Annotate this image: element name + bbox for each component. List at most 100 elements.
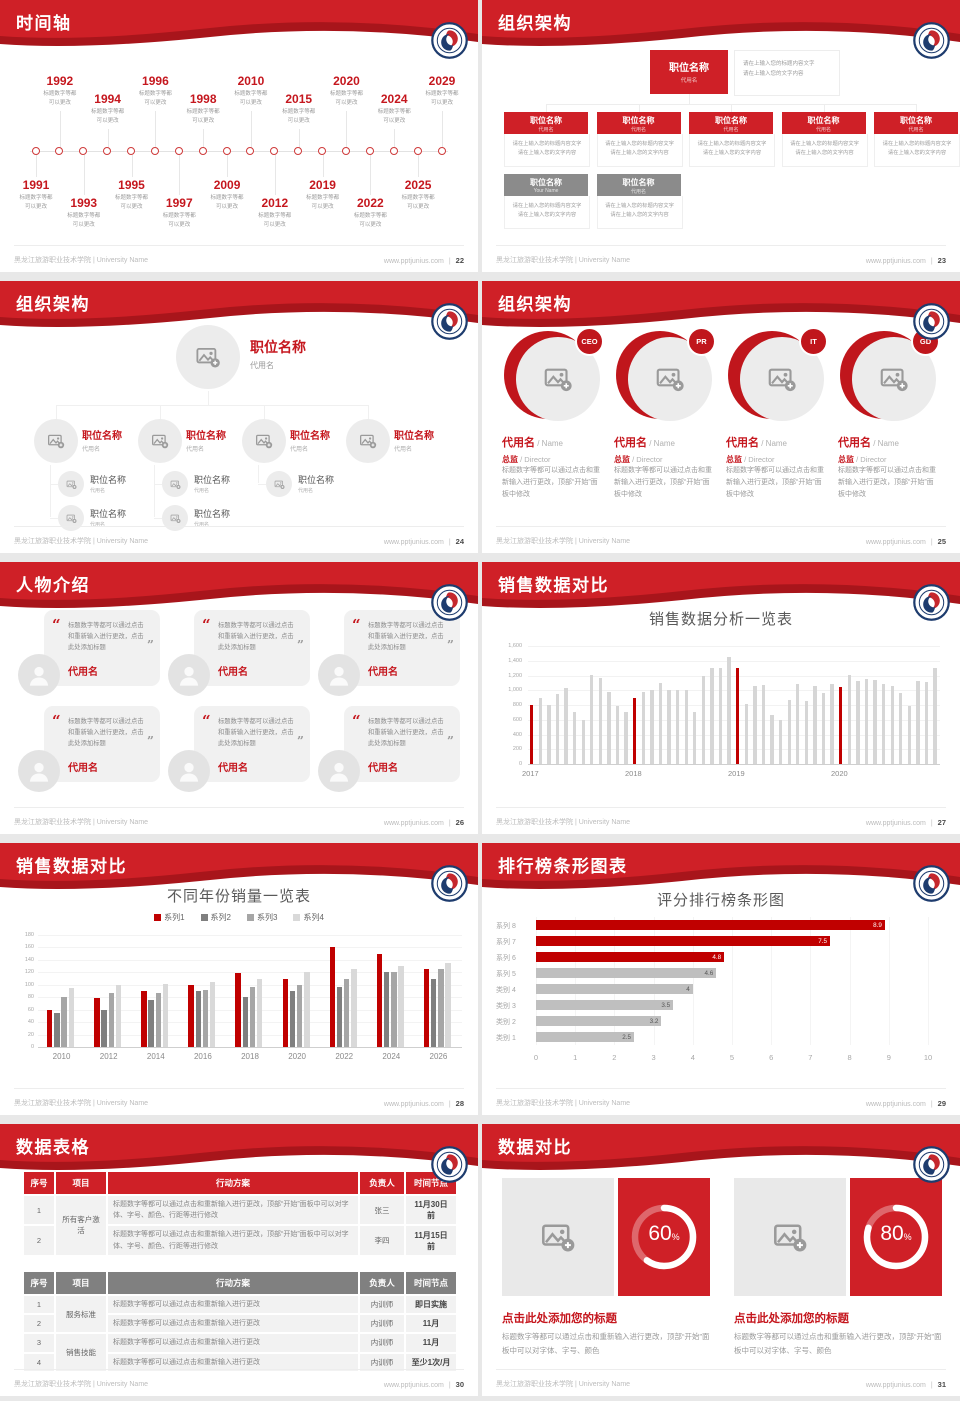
org-node-box: 职位名称 代用名 (689, 112, 773, 134)
bar (710, 668, 714, 764)
org-node-description: 请在上输入您的标题内容文字 请在上输入您的文字内容 (697, 141, 767, 157)
connector-line (928, 917, 929, 1045)
org-child-label: 职位名称 代用名 (90, 473, 154, 497)
member-name-en: / Name (759, 439, 788, 448)
person-name: 代用名 (68, 763, 98, 774)
connector-line (528, 734, 940, 736)
column-header: 行动方案 (106, 1170, 360, 1196)
gauge-value: 60% (618, 1222, 710, 1252)
person-card: “ 标题数字等都可以通过点击和重新输入进行更改，点击此处添加标题” 代用名 (318, 610, 462, 702)
slide-tables[interactable]: 数据表格 序号 项目 行动方案 负责人 时间节点 1 所有客户激活 标题数字等都可以通过点击和… (0, 1124, 478, 1396)
timeline-year: 1991 (22, 178, 50, 192)
page-number: 22 (455, 256, 464, 265)
connector-line (274, 155, 276, 195)
footer-separator: | (930, 820, 933, 827)
slide-title: 组织架构 (16, 295, 90, 314)
table-row: 2 标题数字等都可以通过点击和重新输入进行更改 内训师 11月 (22, 1313, 458, 1335)
position-title: 职位名称 (715, 116, 747, 125)
timeline-year: 2025 (404, 178, 432, 192)
bar (108, 993, 114, 1047)
person-name-line: 代用名 (68, 662, 148, 678)
gauge-percent-sign: % (671, 1232, 680, 1242)
bar (581, 719, 585, 764)
connector-line (346, 111, 348, 151)
footer-school: 黑龙江旅游职业技术学院 | University Name (496, 1381, 631, 1388)
data-tables-body: 序号 项目 行动方案 负责人 时间节点 1 所有客户激活 标题数字等都可以通过点击和重新输入进… (0, 1164, 478, 1373)
page-number: 25 (937, 537, 946, 546)
person-card: “ 标题数字等都可以通过点击和重新输入进行更改，点击此处添加标题” 代用名 (18, 706, 162, 798)
f-right: www.pptjunius.com | 26 (384, 818, 464, 827)
rect (544, 368, 568, 387)
slide-people[interactable]: 人物介绍 “标题数字等都可以通过点击和重新输入进行更改，点击此处添加标题” 代用名… (0, 562, 478, 834)
gauge-percent: 60 (648, 1222, 672, 1245)
circle (175, 481, 177, 484)
table-header-row: 序号 项目 行动方案 负责人 时间节点 (22, 1270, 458, 1296)
cell-time: 即日实施 (404, 1293, 458, 1316)
person-avatar (318, 750, 360, 792)
gauge-wrap (626, 1199, 702, 1275)
name-line: 代用名 / Name (726, 433, 830, 449)
path (547, 375, 566, 385)
org-node-box: 职位名称 代用名 (781, 112, 866, 134)
tbody: 序号 项目 行动方案 负责人 时间节点 1 所有客户激活 标题数字等都可以通过点击和重新输入进… (22, 1170, 458, 1257)
connector-line (36, 155, 37, 177)
position-title: 职位名称 (622, 116, 655, 125)
slide-footer: 黑龙江旅游职业技术学院 | University Name www.pptjun… (496, 526, 946, 546)
slide-title: 组织架构 (498, 295, 572, 314)
slide-footer: 黑龙江旅游职业技术学院 | University Name www.pptjun… (496, 1369, 946, 1389)
slide-ranking[interactable]: 排行榜条形图表 评分排行榜条形图 0 1 2 3 4 5 6 7 8 9 10 系列 8 8.9 系列 7 7… (482, 843, 960, 1115)
slide-sales-monthly[interactable]: 销售数据对比 销售数据分析一览表 0 200 400 600 800 1,000 1,200 1… (482, 562, 960, 834)
y-axis-tick: 400 (512, 731, 522, 738)
org-node-box: 职位名称 代用名 (504, 112, 588, 134)
connector-line (30, 151, 448, 152)
org-chart-body: 职位名称 代用名 请在上输入您的标题内容文字 请在上输入您的文字内容 职位名称 代用名 请在… (482, 40, 960, 246)
path (329, 773, 349, 782)
timeline-caption: 标题数字等都 可以更改 (425, 91, 459, 106)
card-heading: 点击此处添加您的标题 (502, 1313, 617, 1325)
timeline-point-label: 2019 标题数字等都 可以更改 (298, 178, 348, 212)
connector-line (638, 104, 640, 112)
rect (66, 514, 75, 521)
timeline-year: 1998 (189, 92, 217, 106)
bar (536, 1000, 674, 1010)
timeline-year: 2020 (333, 74, 360, 88)
bar (813, 685, 817, 764)
path (171, 516, 178, 521)
f-right: www.pptjunius.com | 27 (866, 818, 946, 827)
rect (274, 480, 283, 487)
bar (538, 697, 542, 764)
slide-team[interactable]: 组织架构 CEO 代用名 / Name 总监 / Director 标题数字等都可以通… (482, 281, 960, 553)
path (659, 375, 678, 385)
cell-owner: 李四 (358, 1224, 406, 1257)
person-name-line: 代用名 (218, 758, 298, 774)
team-avatar (516, 337, 600, 421)
category-label: 系列 5 (496, 970, 516, 978)
timeline-point-label: 2024 标题数字等都 可以更改 (369, 92, 419, 126)
bar (778, 720, 783, 764)
slide-compare[interactable]: 数据对比 60% 点击此处添加您的标题 标题数字等都可以通过点击和重新输入进行更改，… (482, 1124, 960, 1396)
slide-timeline[interactable]: 时间轴 1991 标题数字等都 可以更改 1992 标题数字等都 可以更改 1993 标题数字… (0, 0, 478, 272)
connector-line (131, 155, 133, 177)
connector-line (528, 690, 940, 692)
cell-time: 11月 (404, 1332, 458, 1354)
school-logo-icon (913, 584, 950, 621)
position-subtitle: 代用名 (250, 361, 274, 370)
bar (398, 966, 404, 1047)
school-logo-icon (913, 22, 950, 59)
footer-school: 黑龙江旅游职业技术学院 | University Name (14, 257, 149, 264)
person-card: “ 标题数字等都可以通过点击和重新输入进行更改，点击此处添加标题” 代用名 (168, 610, 312, 702)
x-axis-tick: 5 (729, 1053, 735, 1062)
open-quote-icon: “ (52, 616, 61, 634)
slide-org-photo[interactable]: 组织架构 职位名称 代用名 职位名称 代用名 职位名称 代用名 职位名称 代用名 职位名称 代用名… (0, 281, 478, 553)
f-right: www.pptjunius.com | 24 (384, 537, 464, 546)
person-card: “ 标题数字等都可以通过点击和重新输入进行更改，点击此处添加标题” 代用名 (18, 610, 162, 702)
bar (202, 989, 209, 1047)
bar (564, 688, 568, 764)
bar (536, 952, 725, 962)
org-child-label: 职位名称 代用名 (298, 473, 362, 497)
timeline-year: 1992 (46, 74, 74, 88)
slide-org-boxes[interactable]: 组织架构 职位名称 代用名 请在上输入您的标题内容文字 请在上输入您的文字内容 职位名称… (482, 0, 960, 272)
column-header: 序号 (22, 1270, 56, 1296)
slide-sales-yearly[interactable]: 销售数据对比 不同年份销量一览表 系列1 系列2 系列3 系列4 0 20 40 60 80 100… (0, 843, 478, 1115)
connector-line (368, 405, 369, 419)
